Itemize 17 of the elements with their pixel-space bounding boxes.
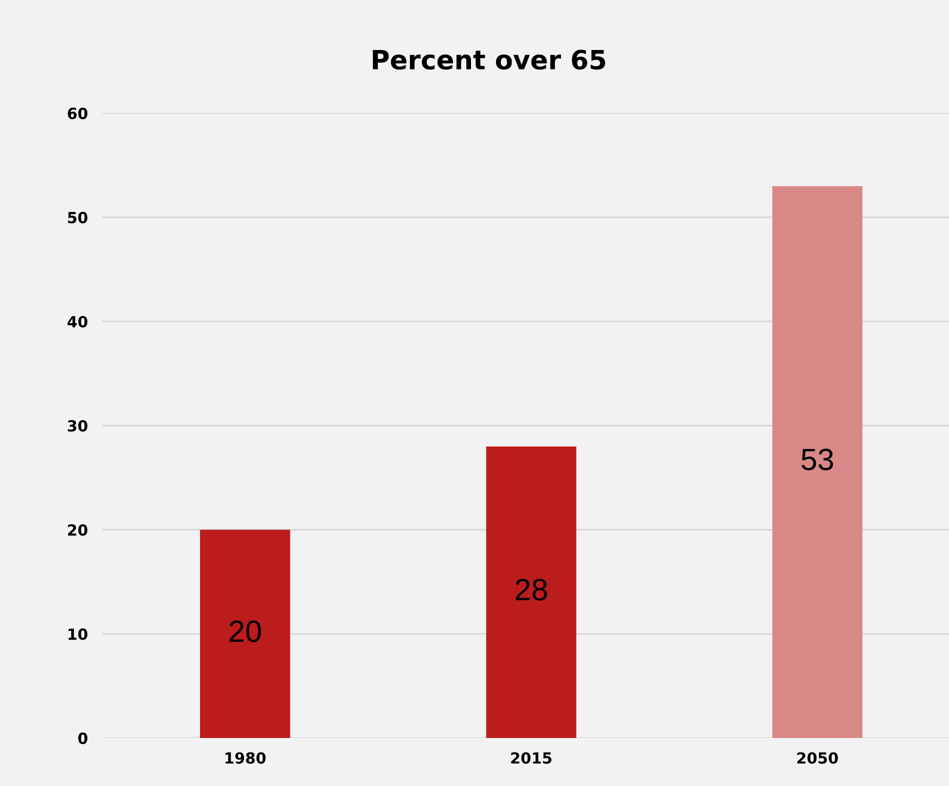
y-tick-label: 10 — [68, 628, 88, 640]
x-tick-label: 2050 — [797, 752, 838, 764]
y-tick-label: 60 — [68, 108, 88, 120]
x-tick-label: 1980 — [226, 752, 266, 764]
y-tick-label: 50 — [68, 212, 88, 224]
y-tick-label: 0 — [78, 732, 88, 744]
y-tick-label: 30 — [68, 420, 88, 432]
y-tick-label: 40 — [68, 316, 88, 328]
data-label: 20 — [230, 620, 261, 642]
chart-title: Percent over 65 — [372, 50, 606, 70]
x-tick-label: 2015 — [511, 752, 552, 764]
bar — [486, 446, 576, 738]
bar — [200, 530, 290, 738]
y-tick-label: 20 — [68, 524, 88, 536]
bar — [772, 186, 862, 738]
data-label: 28 — [516, 578, 547, 600]
data-label: 53 — [802, 448, 834, 470]
